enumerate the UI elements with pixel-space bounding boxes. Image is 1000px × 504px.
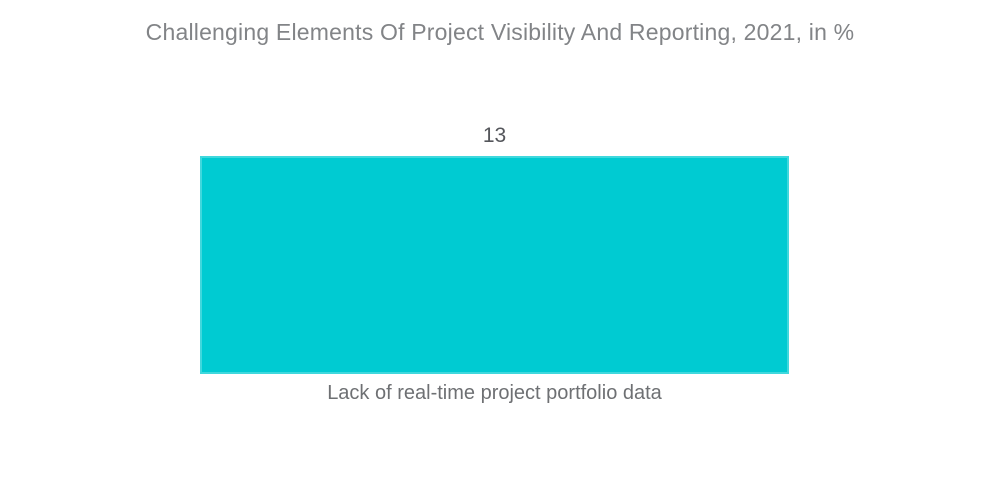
x-axis-category-label: Lack of real-time project portfolio data [327,382,662,404]
bar-lack-of-real-time-project-portfolio-data [200,156,789,374]
chart-title: Challenging Elements Of Project Visibili… [145,19,855,45]
bar-value-label: 13 [482,124,507,147]
